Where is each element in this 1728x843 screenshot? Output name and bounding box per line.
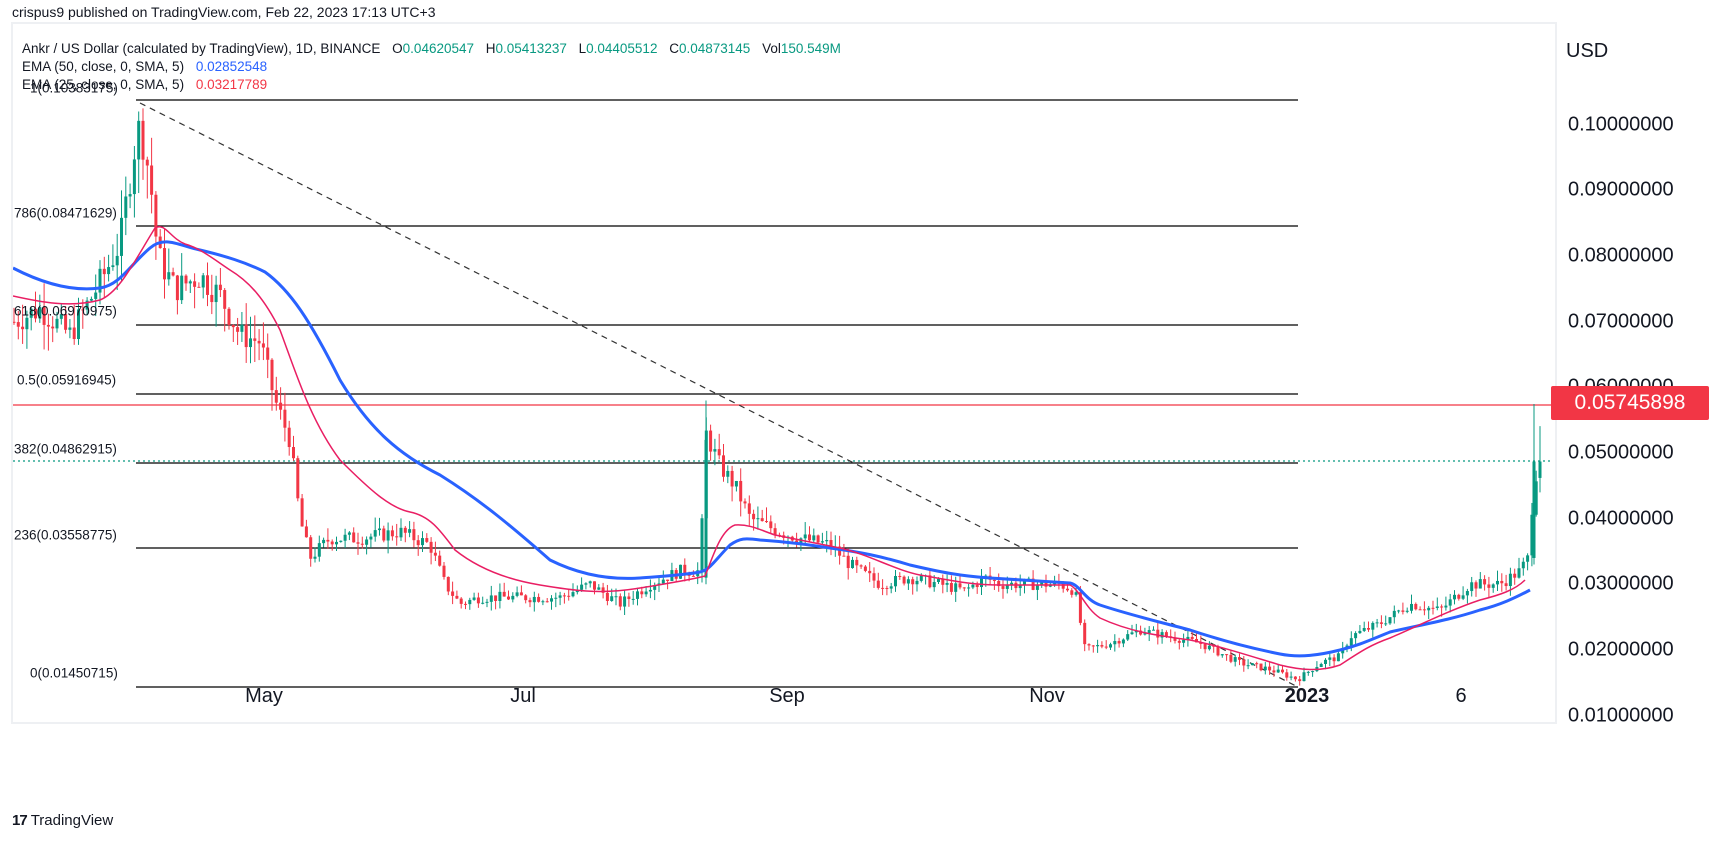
volume-label: Vol [762, 41, 781, 56]
low-label: L [578, 41, 587, 56]
y-tick: 0.10000000 [1568, 113, 1674, 136]
fib-label-1: 1(0.10383175) [30, 80, 118, 96]
y-tick: 0.01000000 [1568, 704, 1674, 727]
y-tick: 0.05000000 [1568, 441, 1674, 464]
tradingview-brand-text: TradingView [30, 812, 114, 829]
fib-label-05: 0.5(0.05916945) [17, 372, 117, 388]
high-value: 0.05413237 [495, 41, 567, 56]
close-label: C [669, 41, 679, 56]
trendline [139, 102, 1299, 688]
y-tick: 0.02000000 [1568, 638, 1674, 661]
tradingview-logo-icon: 17 [12, 812, 28, 829]
fib-lines [136, 99, 1298, 688]
y-tick: 0.09000000 [1568, 178, 1674, 201]
open-value: 0.04620547 [402, 41, 474, 56]
price-axis-currency[interactable]: USD [1566, 40, 1609, 62]
x-tick-nov: Nov [1029, 685, 1065, 707]
fib-label-236: 236(0.03558775) [14, 527, 117, 543]
ema25-label[interactable]: EMA (25, close, 0, SMA, 5) [22, 77, 185, 92]
y-tick: 0.03000000 [1568, 572, 1674, 595]
close-value: 0.04873145 [678, 41, 751, 56]
ema50-line [13, 240, 1531, 658]
chart-frame [11, 22, 1557, 724]
x-tick-jul: Jul [510, 685, 536, 707]
x-tick-sep: Sep [769, 685, 805, 707]
ema25-value: 0.03217789 [195, 77, 268, 92]
fib-label-382: 382(0.04862915) [14, 441, 117, 457]
current-price-badge: 0.05745898 [1551, 386, 1709, 420]
x-tick-2023: 2023 [1284, 685, 1330, 707]
symbol-row[interactable]: Ankr / US Dollar (calculated by TradingV… [22, 40, 841, 58]
symbol-name[interactable]: Ankr / US Dollar (calculated by TradingV… [22, 41, 381, 56]
ema25-line [13, 225, 1526, 671]
high-label: H [485, 41, 496, 56]
candles [13, 108, 1542, 686]
fib-label-0: 0(0.01450715) [30, 665, 118, 681]
y-tick: 0.07000000 [1568, 310, 1674, 333]
x-tick-may: May [245, 685, 283, 707]
fib-label-786: 786(0.08471629) [14, 205, 117, 221]
x-tick-feb6: 6 [1455, 685, 1467, 707]
ema50-value: 0.02852548 [195, 59, 268, 74]
volume-value: 150.549M [780, 41, 841, 56]
chart-legend: Ankr / US Dollar (calculated by TradingV… [22, 40, 841, 94]
open-label: O [392, 41, 403, 56]
y-tick: 0.08000000 [1568, 244, 1674, 267]
footer-brand[interactable]: 17 TradingView [12, 812, 113, 829]
fib-label-618: 618(0.06970975) [14, 303, 117, 319]
low-value: 0.04405512 [586, 41, 658, 56]
publisher-line: crispus9 published on TradingView.com, F… [12, 4, 436, 20]
y-tick: 0.04000000 [1568, 507, 1674, 530]
ema25-row[interactable]: EMA (25, close, 0, SMA, 5) 0.03217789 [22, 76, 841, 94]
ema50-label[interactable]: EMA (50, close, 0, SMA, 5) [22, 59, 185, 74]
ema50-row[interactable]: EMA (50, close, 0, SMA, 5) 0.02852548 [22, 58, 841, 76]
